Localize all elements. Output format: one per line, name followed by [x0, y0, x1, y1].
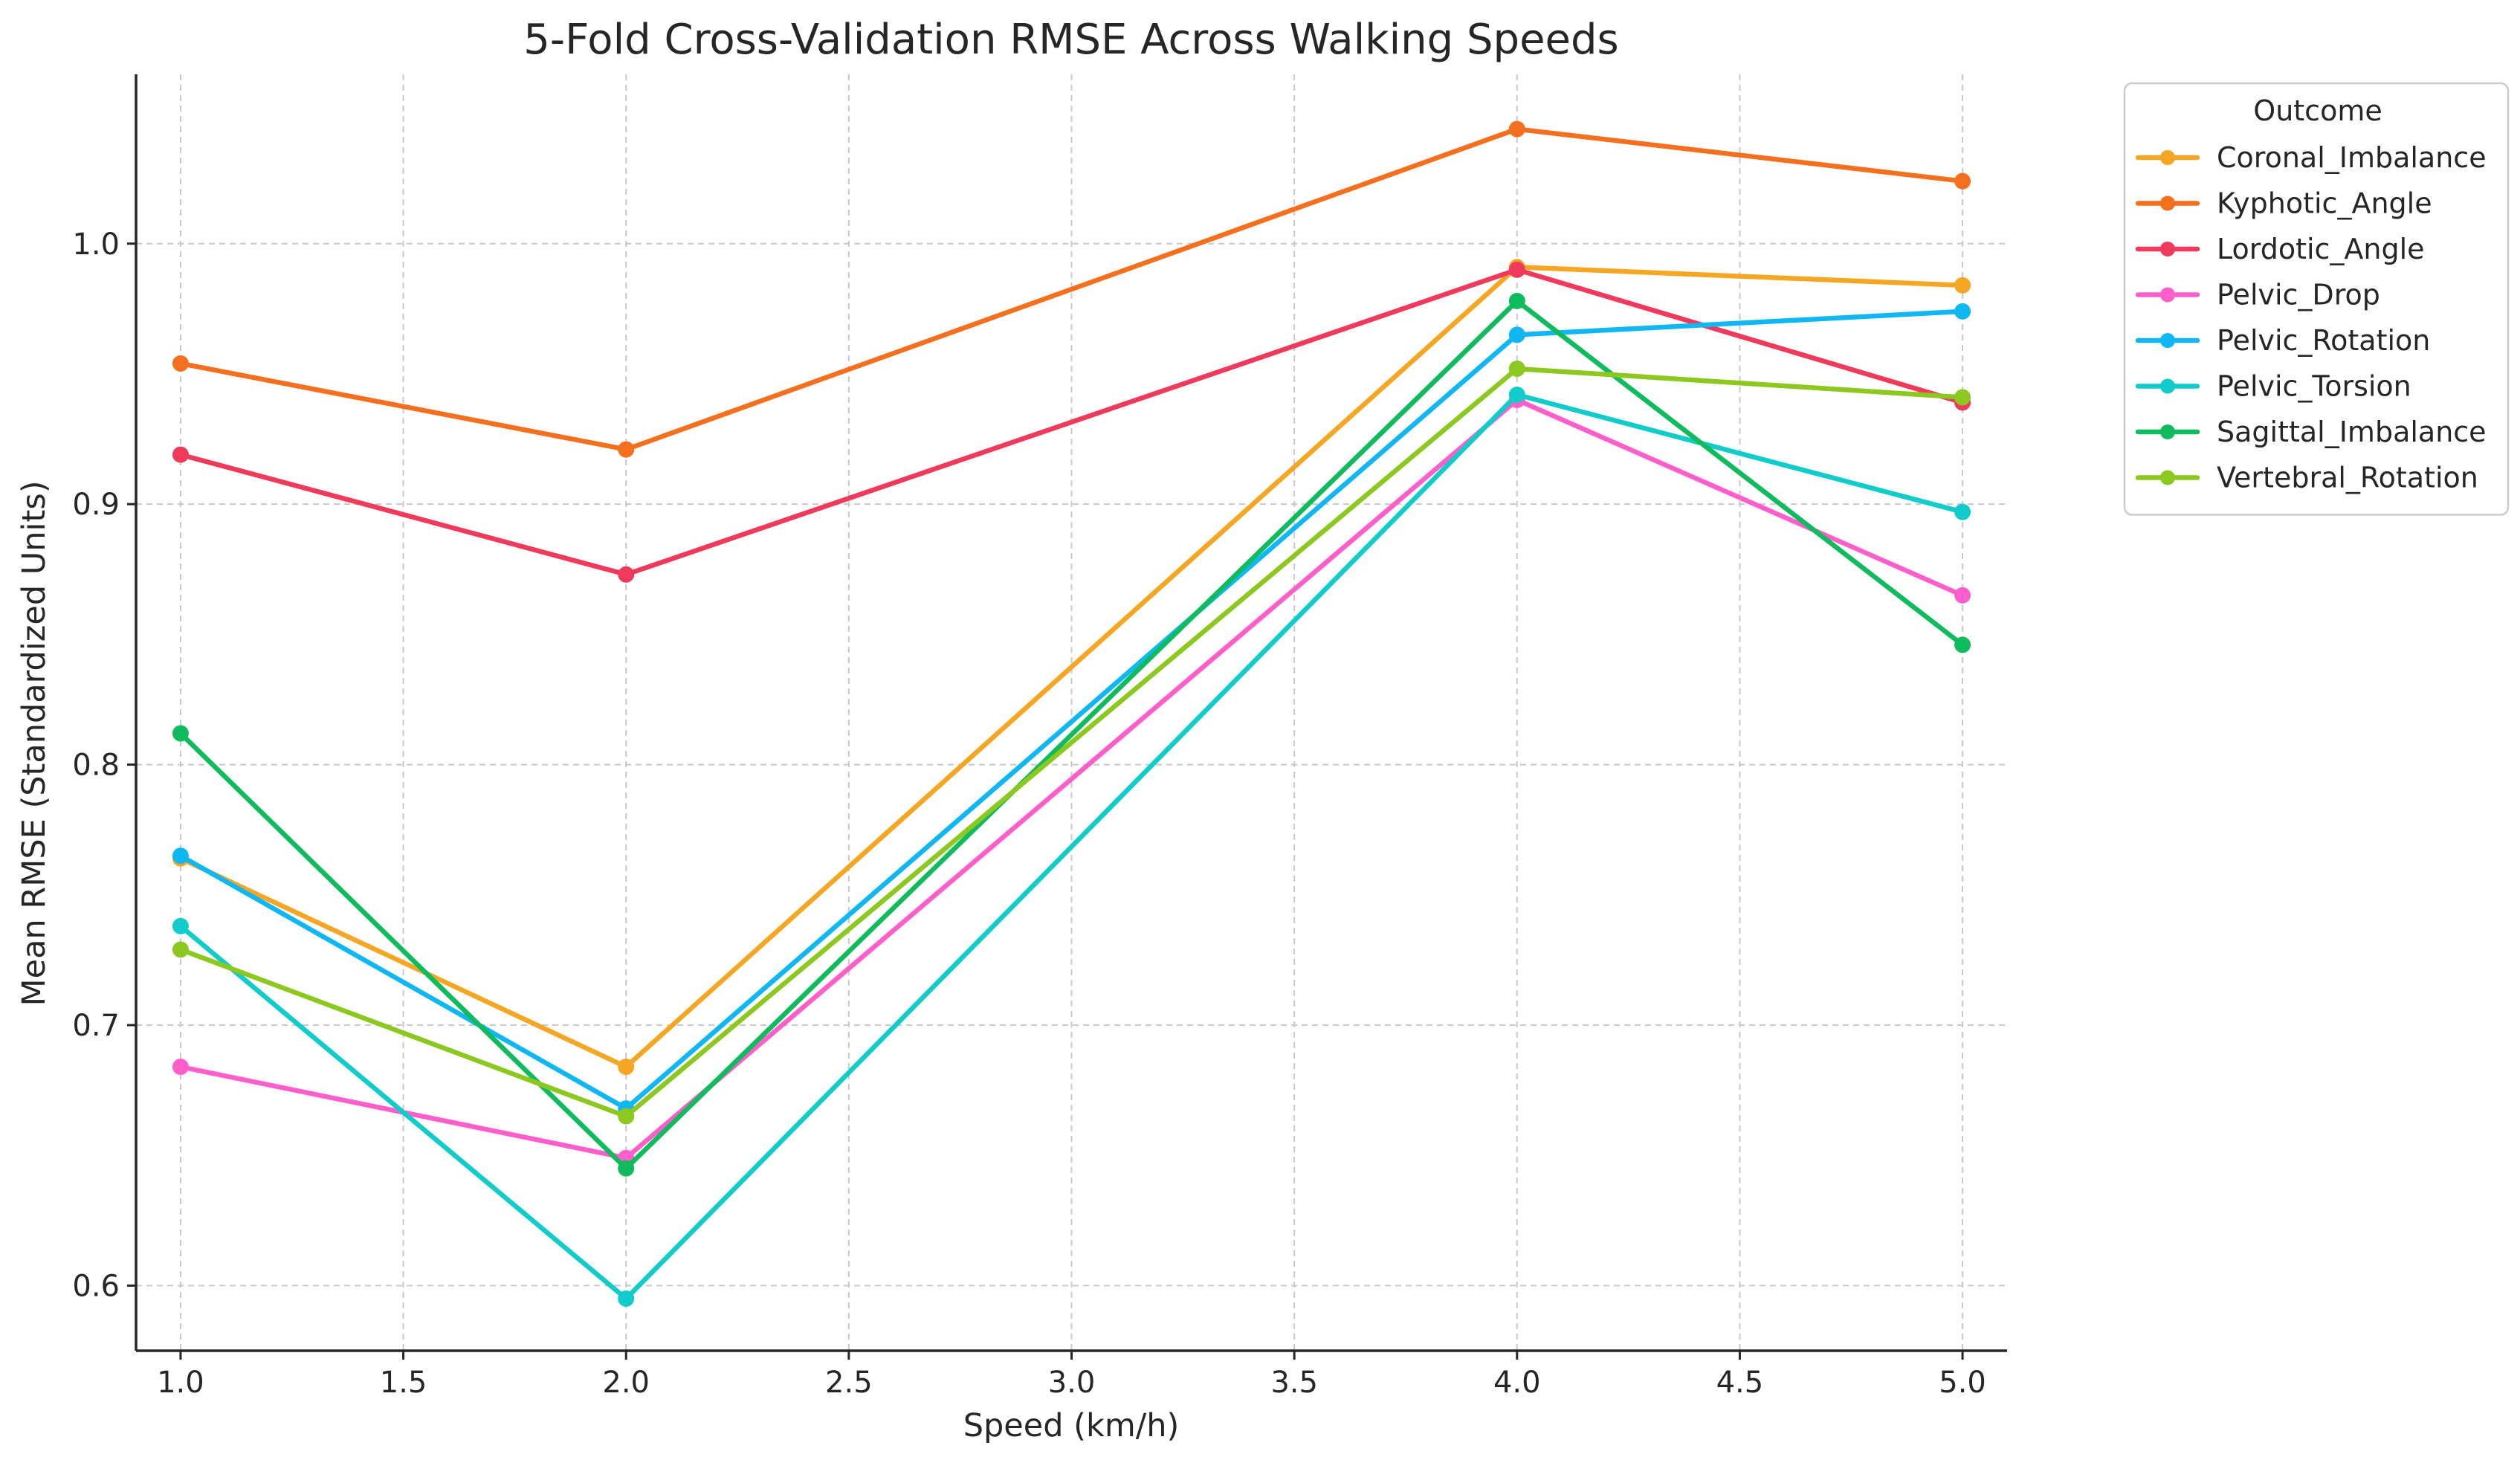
data-point [1954, 303, 1971, 320]
series-vertebral-rotation [172, 360, 1971, 1125]
legend-item: Pelvic_Drop [2135, 279, 2380, 311]
legend-item: Kyphotic_Angle [2135, 187, 2432, 220]
y-tick-label: 0.8 [72, 749, 120, 783]
legend-label: Vertebral_Rotation [2217, 462, 2478, 494]
x-tick-label: 5.0 [1939, 1366, 1986, 1400]
legend-swatch-marker [2160, 470, 2175, 485]
x-tick-label: 4.5 [1716, 1366, 1764, 1400]
legend-item: Sagittal_Imbalance [2135, 416, 2487, 448]
legend-swatch-marker [2160, 150, 2175, 165]
y-tick-label: 1.0 [72, 227, 120, 262]
data-point [172, 1059, 189, 1076]
series-line [178, 267, 1965, 578]
series-line [178, 265, 1965, 1070]
y-tick-label: 0.6 [72, 1269, 120, 1303]
x-tick-label: 1.0 [157, 1366, 204, 1400]
data-point [618, 1290, 635, 1307]
data-point [1954, 172, 1971, 190]
legend-item: Vertebral_Rotation [2135, 462, 2478, 494]
data-point [618, 566, 635, 583]
y-tick-label: 0.7 [72, 1009, 120, 1043]
data-point [1954, 636, 1971, 653]
data-point [1508, 292, 1525, 309]
legend-box [2123, 82, 2510, 516]
legend-swatch-marker [2160, 242, 2175, 256]
data-point [1954, 503, 1971, 520]
legend-label: Sagittal_Imbalance [2217, 416, 2487, 448]
data-point [1508, 326, 1525, 343]
series-kyphotic-angle [172, 120, 1971, 458]
x-tick-label: 3.0 [1048, 1366, 1096, 1400]
legend-label: Lordotic_Angle [2217, 233, 2425, 265]
data-point [172, 725, 189, 742]
data-point [172, 446, 189, 463]
x-tick-label: 1.5 [380, 1366, 427, 1400]
x-tick-label: 4.0 [1493, 1366, 1541, 1400]
data-point [1954, 587, 1971, 604]
data-point [172, 941, 189, 958]
y-axis-title: Mean RMSE (Standardized Units) [16, 481, 53, 1007]
grid [136, 74, 2007, 1351]
data-point [1954, 277, 1971, 294]
legend-swatch-marker [2160, 196, 2175, 211]
series-line [178, 298, 1965, 1171]
data-point [1954, 389, 1971, 406]
data-point [172, 917, 189, 934]
series-line [178, 366, 1965, 1119]
data-point [1508, 360, 1525, 377]
x-tick-label: 3.5 [1270, 1366, 1318, 1400]
series-sagittal-imbalance [172, 292, 1971, 1177]
legend-swatch-marker [2160, 378, 2175, 394]
legend-item: Coronal_Imbalance [2135, 141, 2487, 174]
legend-label: Pelvic_Torsion [2217, 370, 2411, 403]
data-point [618, 1160, 635, 1177]
data-point [618, 1108, 635, 1125]
legend-label: Pelvic_Drop [2217, 279, 2380, 311]
data-point [172, 355, 189, 372]
series-line [178, 126, 1965, 452]
legend-swatch-marker [2160, 287, 2175, 303]
legend-label: Kyphotic_Angle [2217, 187, 2432, 220]
x-tick-label: 2.0 [602, 1366, 650, 1400]
legend-label: Coronal_Imbalance [2217, 141, 2487, 174]
data-point [172, 847, 189, 865]
legend-item: Pelvic_Rotation [2135, 324, 2430, 357]
series-line [178, 392, 1965, 1302]
axes: 1.0 1.5 2.0 2.5 3.0 3.5 4.0 4.5 5.0 0.6 0.7 0.8 0.9 1… [72, 74, 2007, 1400]
data-point [1508, 120, 1525, 138]
y-tick-label: 0.9 [72, 488, 120, 522]
legend-label: Pelvic_Rotation [2217, 324, 2430, 357]
legend-swatch-marker [2160, 333, 2175, 348]
data-point [618, 1059, 635, 1076]
legend-title: Outcome [2253, 94, 2382, 127]
data-point [1508, 387, 1525, 404]
series-group [172, 120, 1971, 1307]
data-point [618, 441, 635, 458]
chart-title: 5-Fold Cross-Validation RMSE Across Walk… [523, 16, 1618, 64]
data-point [1508, 261, 1525, 278]
x-axis-title: Speed (km/h) [963, 1407, 1180, 1444]
legend-swatch-marker [2160, 424, 2175, 439]
legend: Outcome Coronal_Imbalance Kyphotic_Angle Lo… [2123, 82, 2510, 516]
legend-item: Lordotic_Angle [2135, 233, 2425, 265]
series-pelvic-torsion [172, 387, 1971, 1307]
series-line [178, 309, 1965, 1111]
x-tick-label: 2.5 [825, 1366, 873, 1400]
legend-item: Pelvic_Torsion [2135, 370, 2411, 403]
